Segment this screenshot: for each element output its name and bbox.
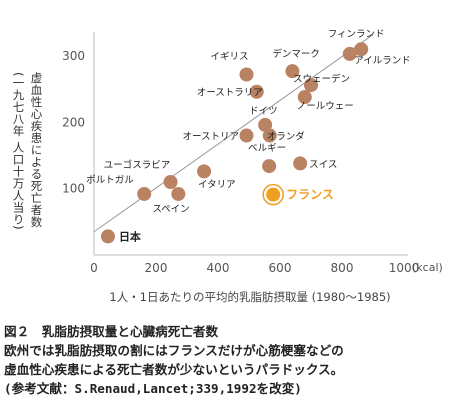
point-label: スペイン [152,204,189,215]
caption-reference: (参考文献：S.Renaud,Lancet;339,1992を改変) [4,381,302,396]
point-label: スウェーデン [293,73,350,85]
y-tick-label: 100 [62,182,85,196]
point-label: オーストラリア [197,88,263,99]
point-label: アイルランド [354,55,411,66]
data-point [297,90,312,105]
data-point [262,128,277,143]
data-point [304,78,318,93]
data-point [163,175,178,189]
x-axis-label: 1人・1日あたりの平均的乳脂肪摂取量 (1980〜1985) [109,290,390,304]
x-tick-label: 1000 [389,261,420,275]
point-label: 日本 [119,229,141,243]
x-tick-label: 0 [90,261,98,275]
data-points [100,42,369,244]
x-tick-label: 600 [269,261,292,275]
point-label: オーストリア [183,132,240,143]
data-point [354,42,369,57]
point-label: ドイツ [249,106,278,117]
point-label: オランダ [267,131,306,143]
point-label: イギリス [211,51,249,62]
data-point [342,46,357,61]
y-axis-label-group: 虚血性心疾患による死亡者数 (一九七八年 人口十万人当り) [8,72,48,242]
point-label: ユーゴスラビア [104,159,171,171]
point-label: デンマーク [272,48,320,60]
data-point [100,229,115,244]
data-point [239,67,254,82]
data-point [285,64,300,79]
chart-axes [93,32,408,256]
data-point [262,159,277,174]
data-point [249,84,264,99]
y-tick-label: 200 [62,115,85,129]
y-axis-label: 虚血性心疾患による死亡者数 [29,72,44,228]
point-label: フィンランド [328,29,385,40]
caption-line-2: 虚血性心疾患による死亡者数が少ないというパラドックス。 [4,362,344,377]
data-point-highlight [266,187,281,202]
x-tick-label: 800 [331,261,354,275]
x-tick-label: 200 [145,261,168,275]
data-point [137,186,152,201]
data-point [293,156,308,171]
point-label: スイス [309,159,337,170]
data-point [239,128,254,143]
tick-labels: 0 200 400 600 800 1000 100 200 300 [62,49,419,275]
caption-title: 図２ 乳脂肪摂取量と心臓病死亡者数 [4,324,219,339]
point-label: ベルギー [248,143,286,154]
caption-line-1: 欧州では乳脂肪摂取の割にはフランスだけが心筋梗塞などの [4,343,344,358]
point-label: ノールウェー [297,101,354,112]
data-point [258,117,273,132]
y-tick-label: 300 [62,49,85,63]
point-label: フランス [286,188,334,202]
point-label: ポルトガル [86,175,134,186]
x-axis-unit: (kcal) [412,261,443,274]
y-axis-sublabel: (一九七八年 人口十万人当り) [11,72,26,231]
point-label: イタリア [198,179,236,190]
data-point [171,186,186,201]
data-point [197,164,212,179]
x-tick-label: 400 [207,261,230,275]
figure-caption: 図２ 乳脂肪摂取量と心臓病死亡者数 欧州では乳脂肪摂取の割にはフランスだけが心筋… [4,322,462,398]
